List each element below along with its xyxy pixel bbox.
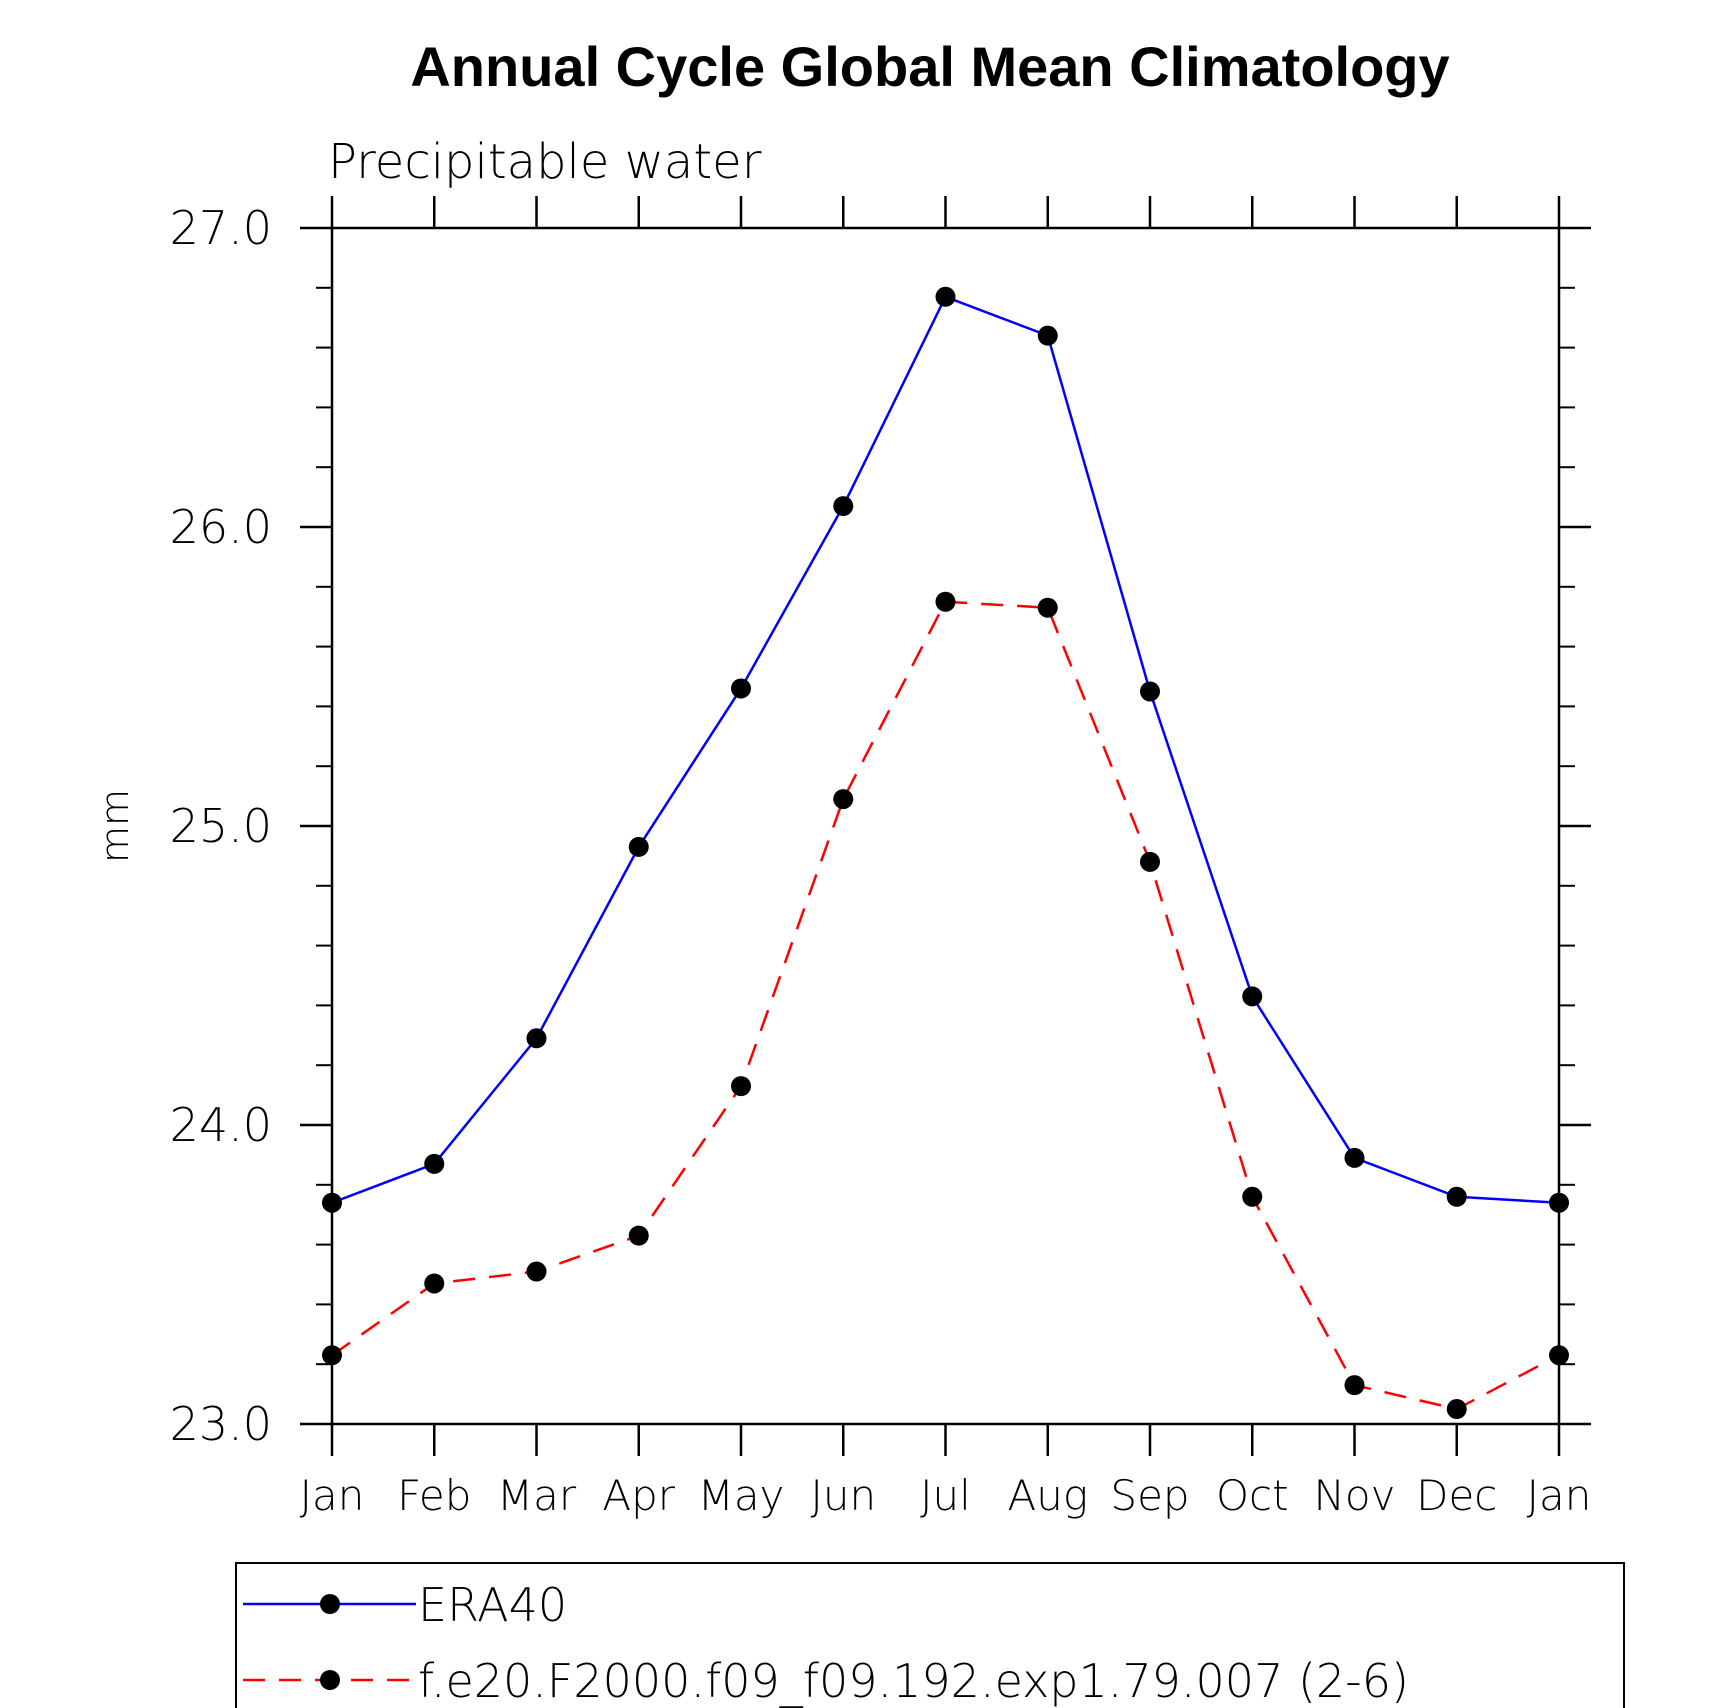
series-point-1 <box>1140 851 1160 872</box>
series-point-0 <box>322 1192 342 1213</box>
y-tick-label: 26.0 <box>170 500 272 554</box>
chart-title: Annual Cycle Global Mean Climatology <box>410 35 1449 98</box>
x-tick-label: Oct <box>1216 1471 1289 1520</box>
series-point-1 <box>833 789 854 810</box>
y-tick-label: 25.0 <box>170 799 272 853</box>
legend: ERA40 f.e20.F2000.f09_f09.192.exp1.79.007… <box>235 1562 1625 1708</box>
series-point-1 <box>1446 1399 1467 1420</box>
x-tick-label: Jun <box>810 1471 876 1520</box>
series-point-0 <box>1037 325 1058 346</box>
y-tick-label: 27.0 <box>170 201 272 255</box>
series-point-1 <box>424 1273 445 1294</box>
series-point-1 <box>322 1345 342 1366</box>
legend-box <box>235 1562 1625 1708</box>
series-point-1 <box>1242 1186 1263 1207</box>
series-point-0 <box>1242 986 1263 1007</box>
legend-label-1: f.e20.F2000.f09_f09.192.exp1.79.007 (2-6… <box>418 1654 1409 1708</box>
y-axis-label: mm <box>93 789 137 863</box>
x-tick-label: Jan <box>300 1471 365 1520</box>
series-point-1 <box>1344 1375 1365 1396</box>
series-point-0 <box>935 286 956 307</box>
chart-subtitle: Precipitable water <box>328 134 762 190</box>
series-point-0 <box>1140 681 1160 702</box>
legend-marker-0 <box>320 1594 340 1614</box>
series-point-1 <box>731 1076 751 1097</box>
x-tick-label: Sep <box>1110 1471 1189 1520</box>
x-tick-label: Apr <box>602 1471 675 1520</box>
series-point-1 <box>526 1261 547 1282</box>
series-point-0 <box>833 496 854 517</box>
series-point-0 <box>1549 1192 1569 1213</box>
x-tick-label: Feb <box>397 1471 471 1520</box>
x-tick-label: Aug <box>1007 1471 1088 1520</box>
series-point-1 <box>628 1225 649 1246</box>
axes: Jan Feb Mar Apr May Jun Jul Aug Sep Oct Nov Dec Jan 2… <box>170 196 1592 1520</box>
y-tick-label: 24.0 <box>170 1098 272 1152</box>
series-point-0 <box>424 1153 445 1174</box>
x-tick-label: Dec <box>1416 1471 1497 1520</box>
x-tick-label: Mar <box>497 1471 577 1520</box>
series-point-0 <box>628 836 649 857</box>
x-tick-label: Jul <box>920 1471 971 1520</box>
series-point-1 <box>1549 1345 1569 1366</box>
series-point-1 <box>935 591 956 612</box>
series-point-0 <box>526 1028 547 1049</box>
series-point-1 <box>1037 597 1058 618</box>
series-point-0 <box>1446 1186 1467 1207</box>
legend-label-0: ERA40 <box>418 1578 567 1632</box>
series-point-0 <box>1344 1147 1365 1168</box>
x-tick-label: Nov <box>1314 1471 1396 1520</box>
y-tick-label: 23.0 <box>170 1397 272 1451</box>
series-layer <box>322 286 1569 1420</box>
series-point-0 <box>731 678 751 699</box>
legend-marker-1 <box>320 1670 340 1690</box>
x-tick-label: Jan <box>1527 1471 1592 1520</box>
x-tick-label: May <box>698 1471 785 1520</box>
